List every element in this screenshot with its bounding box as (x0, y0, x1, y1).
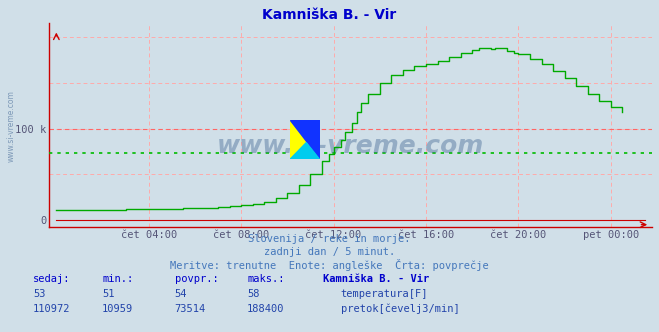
Text: maks.:: maks.: (247, 274, 285, 284)
Polygon shape (290, 143, 320, 159)
Polygon shape (290, 120, 320, 159)
Text: 58: 58 (247, 289, 260, 299)
Text: 10959: 10959 (102, 304, 133, 314)
Text: 110972: 110972 (33, 304, 71, 314)
Text: 73514: 73514 (175, 304, 206, 314)
Text: Kamniška B. - Vir: Kamniška B. - Vir (323, 274, 429, 284)
Text: www.si-vreme.com: www.si-vreme.com (7, 90, 16, 162)
Text: www.si-vreme.com: www.si-vreme.com (217, 134, 484, 158)
Text: povpr.:: povpr.: (175, 274, 218, 284)
Text: 53: 53 (33, 289, 45, 299)
Text: 54: 54 (175, 289, 187, 299)
Text: pretok[čevelj3/min]: pretok[čevelj3/min] (341, 304, 459, 314)
Text: min.:: min.: (102, 274, 133, 284)
Text: zadnji dan / 5 minut.: zadnji dan / 5 minut. (264, 247, 395, 257)
Text: sedaj:: sedaj: (33, 274, 71, 284)
Text: 51: 51 (102, 289, 115, 299)
Text: 188400: 188400 (247, 304, 285, 314)
Text: temperatura[F]: temperatura[F] (341, 289, 428, 299)
Text: Kamniška B. - Vir: Kamniška B. - Vir (262, 8, 397, 22)
Text: Slovenija / reke in morje.: Slovenija / reke in morje. (248, 234, 411, 244)
Polygon shape (290, 120, 320, 159)
Text: Meritve: trenutne  Enote: angleške  Črta: povprečje: Meritve: trenutne Enote: angleške Črta: … (170, 259, 489, 271)
